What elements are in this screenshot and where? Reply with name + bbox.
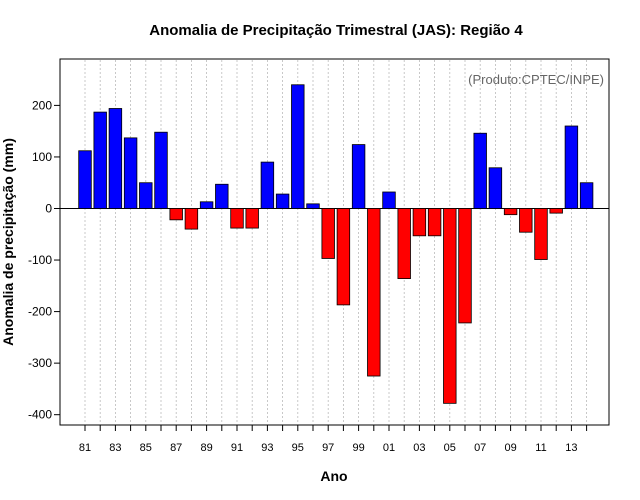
bar-98 [336,208,351,306]
bar-89 [199,201,214,209]
credit-label: (Produto:CPTEC/INPE) [468,72,604,87]
bar-91 [230,208,244,229]
bar-94 [275,193,290,209]
bar-81 [78,150,92,209]
grid-lines [84,60,587,424]
y-tick-label: -100 [28,253,52,267]
x-tick-label: 89 [200,442,212,454]
chart-title: Anomalia de Precipitação Trimestral (JAS… [149,22,523,39]
bar-11 [534,208,548,260]
bar-92 [245,208,259,229]
x-tick-label: 07 [474,442,486,454]
x-axis-label: Ano [320,468,347,484]
bar-83 [108,108,123,209]
x-axis: 81 83 85 87 89 91 93 95 97 99 01 03 05 07 09 11 13 [79,425,588,454]
bar-85 [139,182,153,209]
bar-14 [579,182,594,209]
x-tick-label: 83 [109,442,121,454]
bar-86 [154,131,168,209]
bar-90 [215,183,229,209]
x-tick-label: 93 [261,442,273,454]
bar-82 [93,111,107,209]
x-tick-label: 87 [170,442,182,454]
bar-01 [382,191,396,209]
bar-05 [443,208,457,404]
x-tick-label: 05 [444,442,456,454]
bar-07 [473,132,487,209]
bar-06 [458,208,472,324]
bar-95 [291,84,305,209]
x-tick-label: 09 [504,442,516,454]
y-tick-label: -400 [28,408,52,422]
bar-88 [184,208,199,230]
x-tick-label: 97 [322,442,334,454]
bar-08 [488,167,503,209]
bar-00 [367,208,381,377]
bar-02 [397,208,411,280]
bar-87 [169,208,183,221]
x-tick-label: 91 [231,442,243,454]
bar-10 [519,208,533,233]
y-tick-label: -200 [28,305,52,319]
bar-96 [306,203,320,209]
y-tick-label: -300 [28,356,52,370]
bar-12 [549,208,563,214]
x-tick-label: 81 [79,442,91,454]
x-tick-label: 11 [535,442,546,454]
bar-13 [564,125,579,209]
bars [78,84,594,404]
y-tick-label: 200 [32,98,52,112]
x-tick-label: 01 [383,442,395,454]
x-tick-label: 03 [413,442,425,454]
x-tick-label: 85 [140,442,152,454]
bar-03 [412,208,427,237]
y-axis-label: Anomalia de precipitação (mm) [0,138,16,346]
y-tick-label: 100 [32,150,52,164]
bar-97 [321,208,335,259]
bar-93 [260,161,275,209]
y-axis: -400 -300 -200 -100 0 100 200 [28,98,60,422]
bar-99 [351,144,366,209]
bar-09 [503,208,518,216]
plot-frame [59,58,610,426]
x-tick-label: 13 [565,442,577,454]
bar-04 [427,208,442,237]
x-tick-label: 95 [292,442,304,454]
y-tick-label: 0 [45,201,52,215]
bar-84 [123,137,138,209]
x-tick-label: 99 [352,442,364,454]
